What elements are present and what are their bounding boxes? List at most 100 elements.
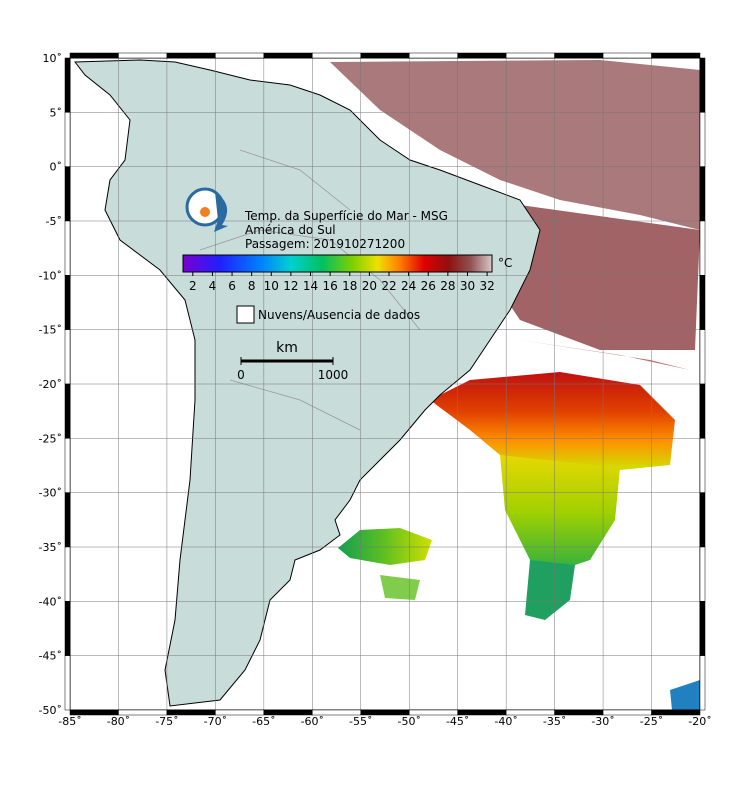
frame-bar [554, 52, 604, 59]
colorbar-tick-label: 18 [342, 279, 357, 293]
frame-bar [64, 220, 71, 276]
colorbar-tick-label: 20 [362, 279, 377, 293]
lat-tick-label: -5˚ [46, 215, 62, 228]
missing-swatch [236, 305, 255, 324]
frame-bar [64, 383, 71, 439]
lon-tick-label: -60˚ [301, 715, 324, 728]
lat-tick-label: 5˚ [50, 106, 63, 119]
frame-bar [408, 52, 458, 59]
sst-patch-corner [670, 680, 700, 710]
frame-bar [118, 52, 168, 59]
sst-patch-mid [500, 455, 620, 570]
colorbar-tick-label: 22 [381, 279, 396, 293]
frame-bar [699, 275, 706, 330]
lon-tick-label: -45˚ [446, 715, 469, 728]
colorbar-tick-label: 16 [323, 279, 338, 293]
logo [185, 187, 228, 232]
frame-bar [699, 112, 706, 167]
colorbar-tick-label: 14 [303, 279, 318, 293]
frame-bar [215, 52, 265, 59]
lat-tick-label: 10˚ [43, 52, 63, 65]
scale-unit: km [276, 340, 298, 356]
colorbar-tick-label: 28 [440, 279, 455, 293]
scale-start: 0 [237, 368, 245, 382]
lat-tick-label: -45˚ [39, 650, 62, 663]
lat-tick-label: 0˚ [50, 161, 63, 174]
lon-tick-label: -85˚ [58, 715, 81, 728]
frame-bar [651, 52, 701, 59]
frame-bar [651, 709, 701, 716]
frame-bar [360, 52, 410, 59]
colorbar-tick-label: 8 [248, 279, 256, 293]
missing-label: Nuvens/Ausencia de dados [258, 308, 420, 322]
scale-bar: km 0 1000 [237, 340, 348, 382]
lon-tick-label: -30˚ [591, 715, 614, 728]
lat-tick-label: -50˚ [39, 704, 62, 717]
lat-tick-label: -20˚ [39, 378, 62, 391]
region: América do Sul [245, 223, 336, 237]
frame-bar [69, 52, 119, 59]
lon-tick-label: -55˚ [349, 715, 372, 728]
colorbar-tick-label: 30 [460, 279, 475, 293]
lat-tick-label: -10˚ [39, 269, 62, 282]
sst-patch-east [500, 205, 700, 350]
frame-bar [64, 601, 71, 656]
lon-tick-label: -70˚ [204, 715, 227, 728]
map-layers [70, 58, 700, 710]
borders [199, 149, 421, 431]
frame-bar [64, 166, 71, 222]
frame-bar [64, 438, 71, 493]
lon-tick-label: -20˚ [688, 715, 711, 728]
sst-patch-small [380, 575, 420, 600]
frame-bar [699, 655, 706, 711]
colorbar-tick-label: 32 [479, 279, 494, 293]
frame-bar [64, 57, 71, 113]
lon-tick-label: -40˚ [494, 715, 517, 728]
frame-bar [602, 52, 652, 59]
lon-tick-label: -65˚ [252, 715, 275, 728]
frame-bar [166, 52, 216, 59]
colorbar-tick-label: 24 [401, 279, 416, 293]
frame-bar [64, 329, 71, 385]
frame-bar [312, 52, 362, 59]
pass-time: Passagem: 201910271200 [245, 237, 405, 251]
colorbar-tick-label: 12 [283, 279, 298, 293]
frame-bar [457, 52, 507, 59]
colorbar-tick-label: 4 [209, 279, 217, 293]
title: Temp. da Superfície do Mar - MSG [244, 209, 448, 223]
frame-bar [64, 112, 71, 167]
colorbar [182, 254, 493, 273]
frame-bar [699, 220, 706, 276]
frame-bar [699, 383, 706, 439]
frame-bar [64, 655, 71, 711]
frame-bar [64, 275, 71, 330]
lon-tick-label: -50˚ [397, 715, 420, 728]
sst-patch-plata [338, 528, 432, 565]
frame-bar [699, 492, 706, 548]
lon-tick-label: -80˚ [107, 715, 130, 728]
frame-bar [505, 52, 555, 59]
lon-tick-label: -35˚ [543, 715, 566, 728]
lat-tick-label: -25˚ [39, 432, 62, 445]
lon-tick-label: -25˚ [640, 715, 663, 728]
colorbar-tick-label: 26 [421, 279, 436, 293]
sst-patch-south [525, 560, 575, 620]
frame-bar [699, 601, 706, 656]
frame-bar [263, 52, 313, 59]
scale-end-label: 1000 [318, 368, 349, 382]
frame-bar [699, 546, 706, 602]
lat-tick-label: -30˚ [39, 487, 62, 500]
frame-bar [699, 438, 706, 493]
colorbar-tick-label: 6 [228, 279, 236, 293]
lat-tick-label: -35˚ [39, 541, 62, 554]
sst-patch-warm [430, 372, 675, 470]
colorbar-tick-label: 2 [189, 279, 197, 293]
frame-bar [699, 57, 706, 113]
colorbar-tick-label: 10 [264, 279, 279, 293]
frame-bar [64, 546, 71, 602]
lat-tick-label: -40˚ [39, 595, 62, 608]
lon-tick-label: -75˚ [155, 715, 178, 728]
land [74, 59, 541, 707]
sst-patch-north [330, 60, 700, 230]
